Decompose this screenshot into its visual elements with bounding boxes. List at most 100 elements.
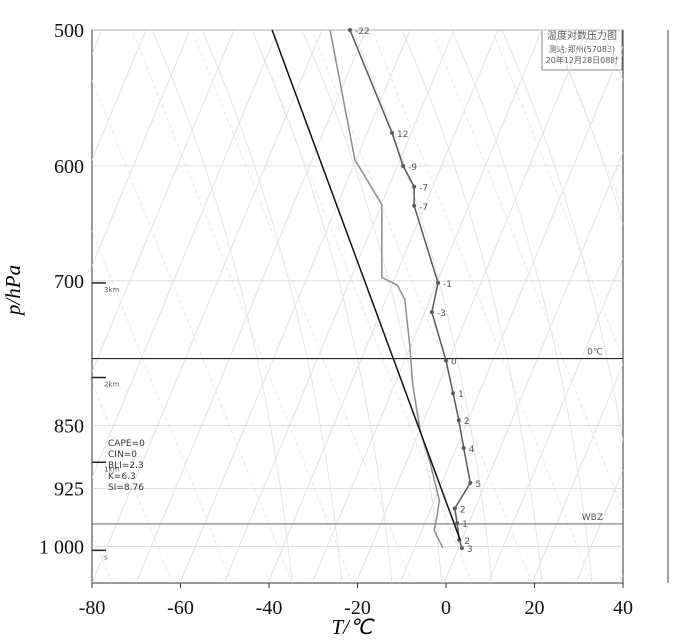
stat: SI=8.76 [108, 483, 144, 493]
profile-point [429, 310, 434, 315]
point-label: 0 [451, 357, 457, 367]
isotherm [267, 30, 499, 583]
stat: CIN=0 [108, 450, 137, 460]
x-tick-label: -40 [256, 597, 283, 619]
moist-adiabat [601, 30, 623, 82]
point-label: -1 [443, 280, 452, 290]
point-label: 4 [469, 445, 475, 455]
profile-line [349, 29, 472, 549]
dry-adiabat [92, 79, 293, 583]
profile-point [412, 184, 417, 189]
profile-point [347, 28, 352, 32]
profile-point [390, 130, 395, 135]
isotherm [92, 30, 235, 373]
plot-frame [91, 29, 624, 584]
dry-adiabat [131, 30, 353, 583]
y-tick-label: 700 [54, 271, 84, 293]
isotherm [135, 30, 367, 583]
moist-adiabat [151, 30, 293, 583]
isotherm [355, 30, 587, 583]
profile-line [329, 29, 444, 549]
y-tick-label: 500 [54, 20, 84, 42]
x-tick-label: -20 [344, 597, 371, 619]
point-label: 1 [462, 520, 468, 530]
x-tick-label: -80 [79, 597, 106, 619]
profile-point [455, 521, 460, 526]
moist-adiabat [251, 30, 393, 583]
point-label: 3 [467, 545, 473, 555]
dry-adiabat [191, 30, 413, 583]
profile-point [456, 418, 461, 423]
dry-adiabat [431, 30, 623, 512]
profile-point [401, 163, 406, 168]
stat: CAPE=0 [108, 439, 145, 449]
moist-adiabat [501, 30, 623, 444]
dry-adiabat [251, 30, 473, 583]
isotherm [92, 30, 323, 583]
x-tick-label: 20 [525, 597, 545, 619]
point-label: 1 [458, 390, 464, 400]
header-time: 20年12月28日08时 [546, 55, 619, 65]
dry-adiabat [611, 30, 623, 59]
isotherm [311, 30, 543, 583]
point-label: -7 [419, 203, 428, 213]
dry-adiabat [92, 230, 233, 583]
point-label: -22 [355, 27, 370, 37]
profile-point [461, 445, 466, 450]
height-label: 3km [104, 286, 120, 294]
isotherm [487, 257, 623, 583]
point-label: 2 [464, 417, 470, 427]
height-label: 1km [104, 465, 120, 473]
moist-adiabat [451, 30, 593, 583]
isotherm [92, 30, 191, 267]
moist-adiabat [551, 30, 623, 226]
isotherm [223, 30, 455, 583]
isotherm [92, 30, 147, 161]
x-tick-label: 0 [441, 597, 451, 619]
profile-point [451, 391, 456, 396]
height-label: s [104, 553, 108, 561]
level-label: 0℃ [587, 348, 603, 358]
y-tick-label: 1 000 [39, 537, 84, 559]
y-tick-label: 925 [54, 479, 84, 501]
x-axis-title: T/℃ [331, 615, 375, 639]
point-label: 2 [464, 537, 470, 547]
y-axis-title: p/hPa [1, 265, 25, 317]
isotherm [531, 363, 623, 583]
dry-adiabat [491, 30, 623, 361]
profile-point [412, 203, 417, 208]
point-label: 2 [460, 505, 466, 515]
stat: BLI=2.3 [108, 461, 144, 471]
isotherm [92, 30, 279, 479]
dry-adiabat [551, 30, 623, 210]
profile-point [459, 546, 464, 551]
point-label: -3 [437, 309, 446, 319]
point-label: 12 [397, 130, 408, 140]
isotherm [619, 574, 623, 583]
profile-point [436, 280, 441, 285]
isotherm [443, 151, 623, 583]
header-title: 温度对数压力图 [547, 29, 617, 42]
isotherm [664, 30, 700, 583]
isotherm [575, 468, 623, 583]
moist-adiabat [301, 30, 443, 583]
moist-adiabat [201, 30, 343, 583]
moist-adiabat [351, 30, 493, 583]
profile-point [468, 480, 473, 485]
point-label: -7 [419, 184, 428, 194]
point-label: -9 [408, 163, 417, 173]
stat: K=6.3 [108, 472, 136, 482]
dry-adiabat [371, 30, 593, 583]
height-label: 2km [104, 381, 120, 389]
profile-line [271, 29, 461, 541]
x-tick-label: 40 [613, 597, 633, 619]
dry-adiabat [311, 30, 533, 583]
moist-adiabat [401, 30, 543, 583]
profile-point [452, 506, 457, 511]
profile-point [444, 358, 448, 363]
level-label: WBZ [582, 513, 603, 523]
header-station: 测站:郑州(57083) [549, 44, 615, 54]
dry-adiabat [92, 380, 173, 583]
x-tick-label: -60 [167, 597, 194, 619]
